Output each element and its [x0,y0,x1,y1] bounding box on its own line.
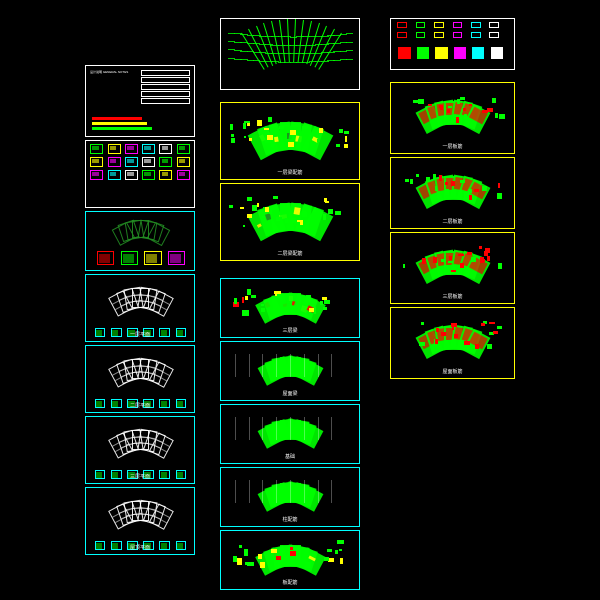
drawing-sheet: 柱配筋 [220,467,360,527]
drawing-sheet: 屋顶平面 [85,487,195,555]
sheet-label: 板配筋 [221,579,359,586]
sheet-label: 三层平面 [86,473,194,480]
sheet-label: 二层平面 [86,402,194,409]
sheet-label: 基础 [221,453,359,460]
drawing-sheet: 屋面梁 [220,341,360,401]
drawing-sheet [85,140,195,208]
drawing-sheet: 二层梁配筋 [220,183,360,261]
drawing-sheet: 设计说明 GENERAL NOTES [85,65,195,137]
drawing-sheet [85,211,195,271]
sheet-label: 屋顶平面 [86,544,194,551]
drawing-sheet: 屋面板筋 [390,307,515,379]
drawing-sheet: 基础 [220,404,360,464]
drawing-sheet: 一层梁配筋 [220,102,360,180]
sheet-label: 二层板筋 [391,218,514,225]
sheet-label: 柱配筋 [221,516,359,523]
sheet-label: 屋面梁 [221,390,359,397]
drawing-sheet: 三层梁 [220,278,360,338]
drawing-sheet: 三层板筋 [390,232,515,304]
sheet-label: 一层板筋 [391,143,514,150]
drawing-sheet [220,18,360,90]
drawing-sheet: 三层平面 [85,416,195,484]
drawing-sheet: 二层平面 [85,345,195,413]
sheet-label: 三层板筋 [391,293,514,300]
drawing-sheet [390,18,515,70]
sheet-label: 屋面板筋 [391,368,514,375]
sheet-label: 二层梁配筋 [221,250,359,257]
sheet-label: 一层平面 [86,331,194,338]
sheet-label: 三层梁 [221,327,359,334]
sheet-label: 一层梁配筋 [221,169,359,176]
drawing-sheet: 一层平面 [85,274,195,342]
drawing-sheet: 板配筋 [220,530,360,590]
drawing-sheet: 一层板筋 [390,82,515,154]
drawing-sheet: 二层板筋 [390,157,515,229]
cad-sheet-index: 设计说明 GENERAL NOTES 一层平面二层平面三层平面屋顶平面 一层梁配筋二… [0,0,600,600]
